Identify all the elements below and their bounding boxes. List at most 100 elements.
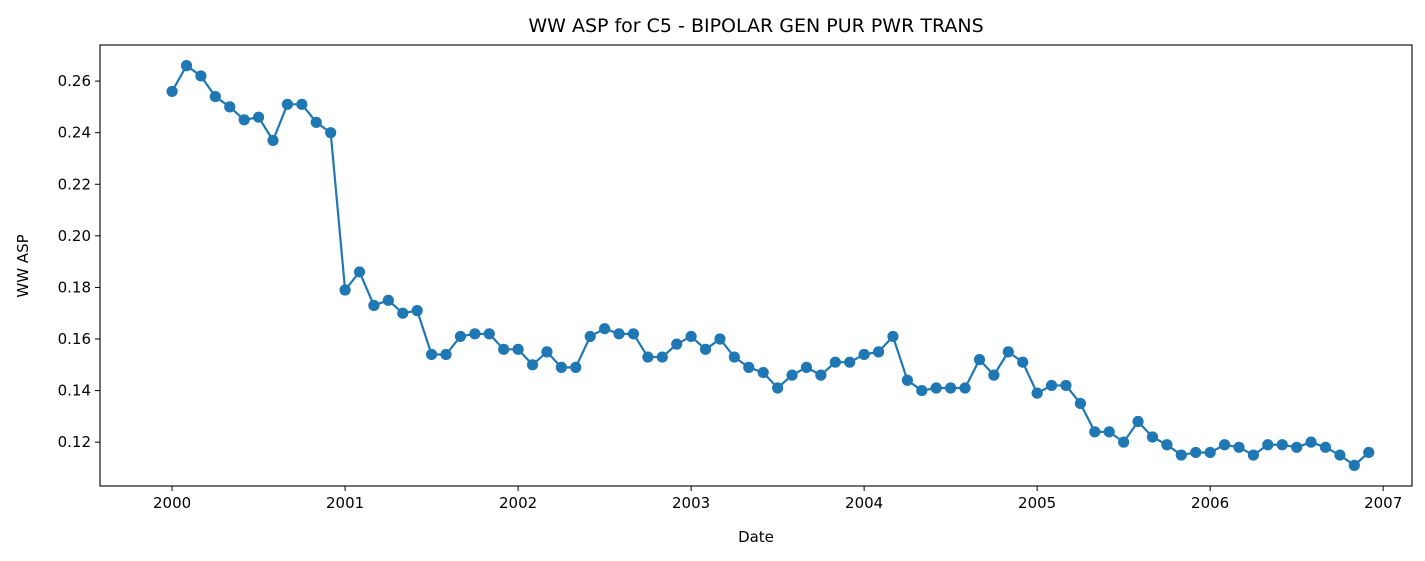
data-point bbox=[945, 382, 957, 394]
data-point bbox=[440, 348, 452, 361]
x-tick-label: 2000 bbox=[153, 494, 191, 512]
data-point bbox=[469, 328, 481, 340]
data-point bbox=[699, 343, 712, 355]
x-tick-label: 2007 bbox=[1364, 494, 1402, 512]
data-point bbox=[1175, 449, 1187, 461]
y-tick-label: 0.22 bbox=[58, 175, 91, 193]
data-point bbox=[555, 361, 567, 373]
data-point bbox=[829, 356, 841, 368]
data-point bbox=[1334, 449, 1346, 461]
data-point bbox=[714, 333, 726, 345]
y-tick-label: 0.20 bbox=[58, 227, 91, 245]
data-point bbox=[267, 134, 279, 147]
y-tick-label: 0.14 bbox=[58, 382, 91, 400]
data-point bbox=[1233, 441, 1245, 453]
data-point bbox=[1348, 459, 1360, 471]
y-tick-label: 0.18 bbox=[58, 278, 91, 296]
data-point bbox=[483, 328, 495, 340]
data-point bbox=[743, 361, 755, 373]
data-point bbox=[1017, 356, 1029, 368]
data-point bbox=[1031, 387, 1043, 399]
x-axis: 2000 2001 2002 2003 2004 2005 2006 2007 bbox=[153, 486, 1402, 512]
data-point bbox=[1247, 449, 1260, 461]
data-point bbox=[1319, 441, 1332, 453]
data-point bbox=[1190, 446, 1202, 459]
data-point bbox=[930, 382, 942, 394]
data-point bbox=[411, 305, 423, 317]
data-point bbox=[584, 330, 596, 343]
data-point bbox=[872, 346, 885, 358]
y-tick-label: 0.24 bbox=[58, 124, 91, 142]
data-point bbox=[1002, 346, 1014, 358]
data-point bbox=[815, 369, 827, 381]
x-tick-label: 2005 bbox=[1018, 494, 1056, 512]
series-markers bbox=[166, 60, 1375, 471]
data-point bbox=[901, 374, 913, 386]
data-point bbox=[166, 85, 178, 98]
data-point bbox=[180, 60, 193, 72]
data-point bbox=[1363, 446, 1375, 459]
data-point bbox=[1305, 436, 1317, 448]
y-tick-label: 0.12 bbox=[58, 433, 91, 451]
data-point bbox=[281, 98, 294, 110]
data-point bbox=[1118, 436, 1130, 448]
data-point bbox=[570, 361, 582, 373]
data-point bbox=[728, 351, 740, 363]
data-point bbox=[959, 382, 971, 394]
plot-area-frame bbox=[99, 44, 1413, 487]
chart-title: WW ASP for C5 - BIPOLAR GEN PUR PWR TRAN… bbox=[528, 15, 983, 37]
data-point bbox=[858, 348, 870, 361]
data-point bbox=[1204, 446, 1216, 459]
y-axis: 0.12 0.14 0.16 0.18 0.20 0.22 0.24 0.26 bbox=[58, 72, 100, 451]
data-point bbox=[844, 356, 856, 368]
data-point bbox=[627, 328, 640, 340]
data-point bbox=[1103, 426, 1115, 438]
data-point bbox=[613, 328, 625, 340]
data-point bbox=[310, 116, 322, 128]
x-tick-label: 2001 bbox=[326, 494, 364, 512]
data-point bbox=[1060, 379, 1072, 392]
data-point bbox=[1276, 439, 1288, 451]
data-point bbox=[526, 359, 539, 371]
data-point bbox=[1045, 379, 1058, 392]
x-tick-label: 2006 bbox=[1191, 494, 1229, 512]
y-tick-label: 0.26 bbox=[58, 72, 91, 90]
data-point bbox=[397, 307, 409, 319]
data-point bbox=[541, 346, 553, 358]
data-point bbox=[224, 101, 236, 113]
data-point bbox=[887, 330, 899, 343]
data-point bbox=[368, 299, 380, 312]
data-point bbox=[1132, 415, 1144, 428]
data-point bbox=[296, 98, 308, 110]
data-point bbox=[973, 354, 986, 366]
series-line bbox=[171, 64, 1370, 467]
x-tick-label: 2003 bbox=[672, 494, 710, 512]
x-axis-label: Date bbox=[738, 528, 774, 546]
data-point bbox=[454, 330, 467, 343]
data-point bbox=[382, 294, 394, 306]
data-point bbox=[353, 266, 366, 278]
data-point bbox=[685, 330, 697, 343]
data-point bbox=[512, 343, 524, 355]
data-point bbox=[656, 351, 668, 363]
data-point bbox=[195, 70, 207, 82]
y-axis-label: WW ASP bbox=[14, 234, 32, 297]
data-point bbox=[916, 384, 928, 397]
data-point bbox=[772, 382, 784, 394]
data-point bbox=[1074, 397, 1086, 410]
data-point bbox=[757, 366, 769, 379]
data-point bbox=[209, 90, 221, 103]
x-tick-label: 2004 bbox=[845, 494, 883, 512]
y-tick-label: 0.16 bbox=[58, 330, 91, 348]
data-point bbox=[325, 127, 337, 139]
data-point bbox=[599, 323, 611, 335]
data-point bbox=[800, 361, 813, 373]
data-point bbox=[238, 114, 250, 126]
data-point bbox=[1291, 441, 1303, 453]
data-point bbox=[339, 284, 351, 296]
data-point bbox=[426, 348, 438, 361]
data-point bbox=[1218, 439, 1231, 451]
data-point bbox=[988, 369, 1000, 381]
data-point bbox=[642, 351, 654, 363]
